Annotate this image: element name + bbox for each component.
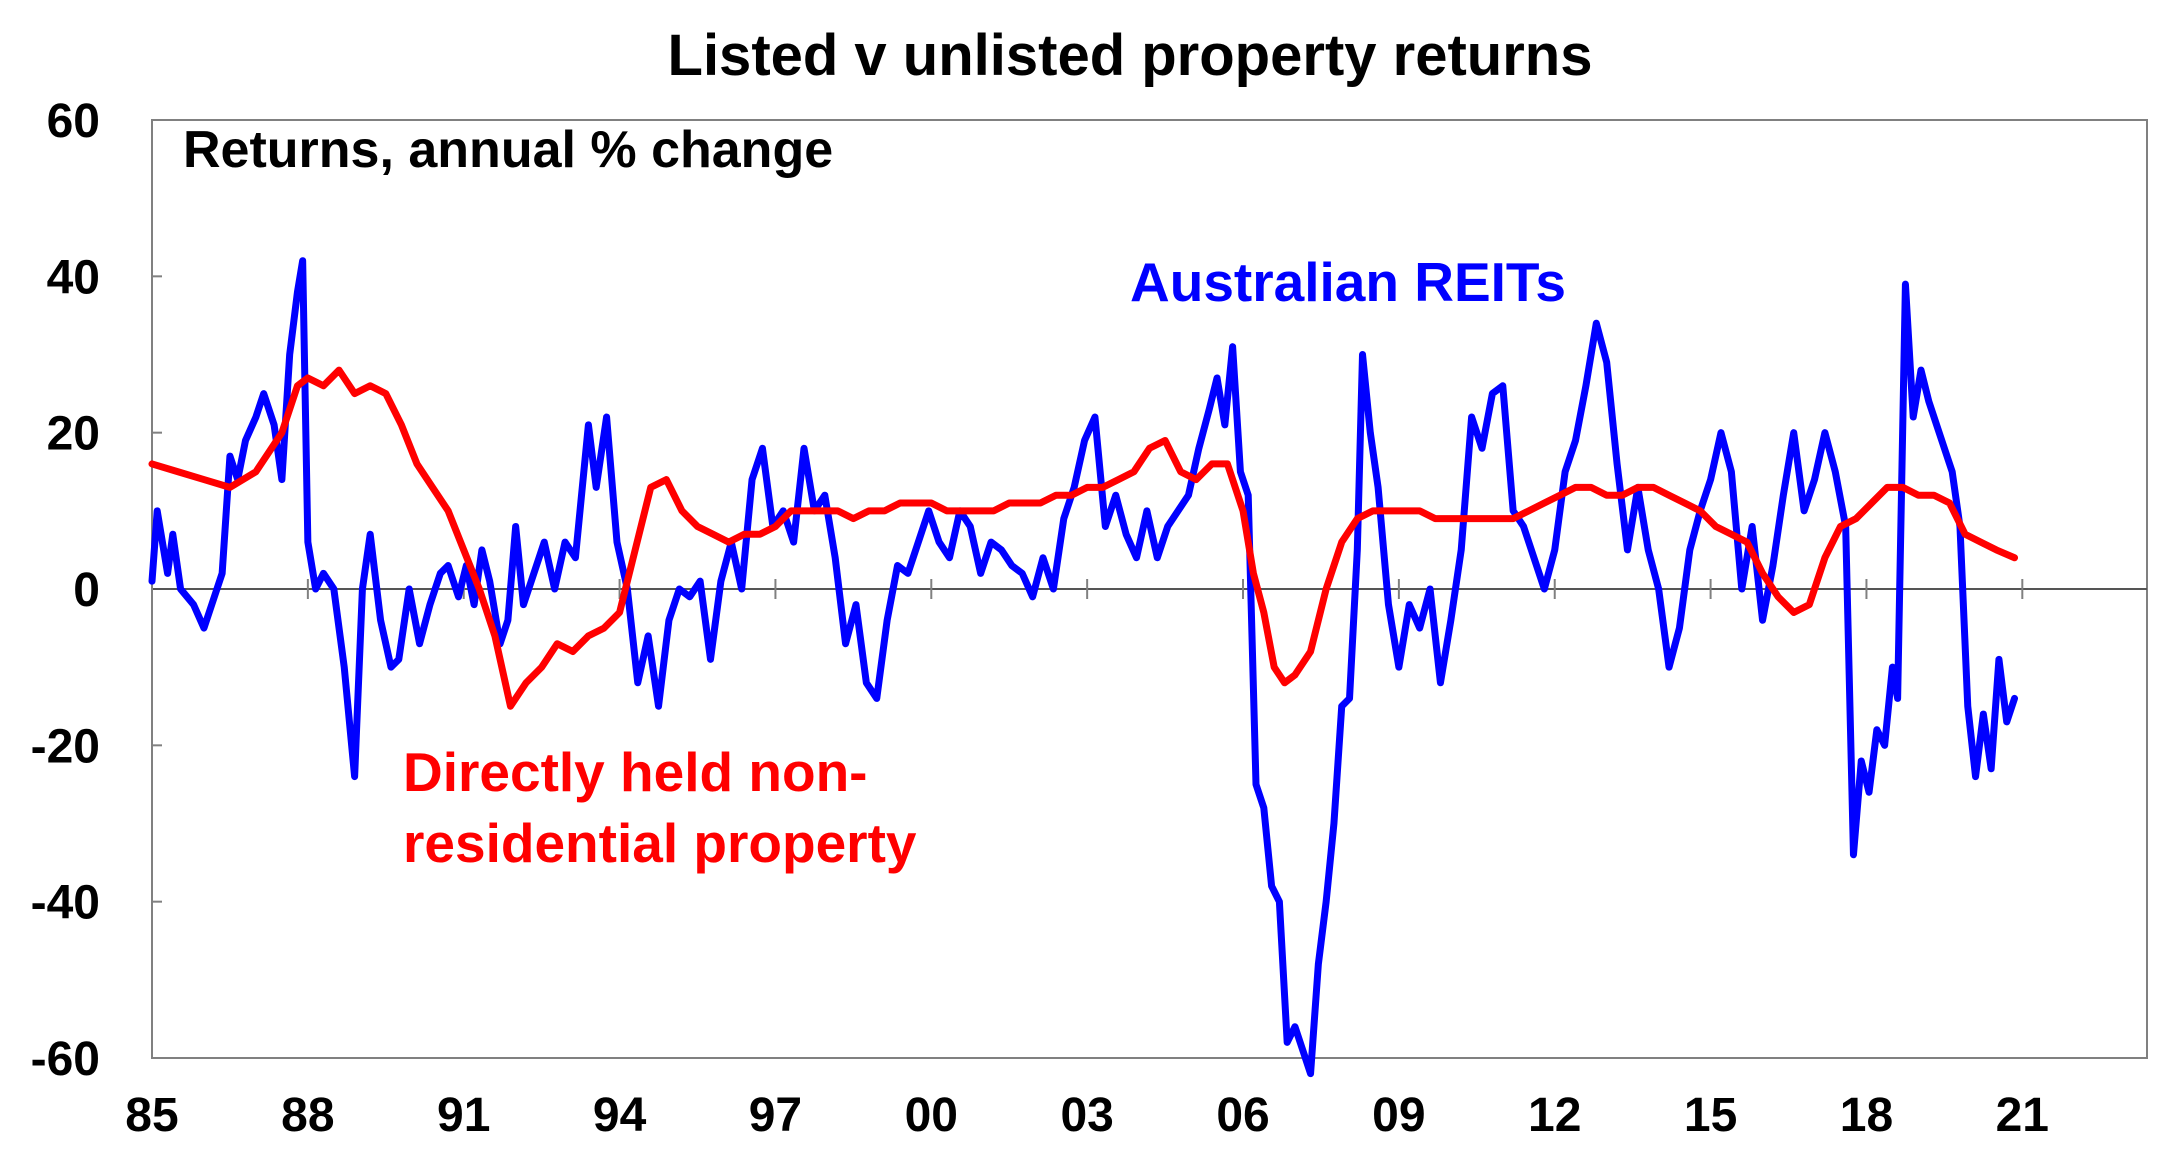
x-tick-label: 15	[1684, 1089, 1737, 1142]
y-tick-label: 40	[47, 251, 100, 304]
y-tick-label: 20	[47, 408, 100, 461]
x-axis: 85 88 91 94 97 00 03 06 09 12 15 18 21	[125, 579, 2049, 1142]
x-tick-label: 88	[281, 1089, 334, 1142]
y-tick-label: -40	[31, 877, 100, 930]
series-label-australian-reits: Australian REITs	[1130, 251, 1566, 313]
y-tick-label: -60	[31, 1033, 100, 1086]
x-tick-label: 91	[437, 1089, 490, 1142]
plot-subtitle: Returns, annual % change	[183, 121, 833, 179]
y-tick-label: -20	[31, 720, 100, 773]
x-tick-label: 94	[593, 1089, 647, 1142]
y-tick-label: 0	[73, 564, 100, 617]
series-line-directly-held-property	[148, 366, 2019, 710]
series-layer	[148, 257, 2019, 1078]
series-label-direct-property-line-2: residential property	[403, 812, 917, 874]
x-tick-label: 03	[1060, 1089, 1113, 1142]
chart-title: Listed v unlisted property returns	[668, 23, 1593, 88]
x-tick-label: 12	[1528, 1089, 1581, 1142]
y-tick-label: 60	[47, 95, 100, 148]
x-tick-label: 18	[1840, 1089, 1893, 1142]
x-tick-label: 00	[905, 1089, 958, 1142]
series-label-direct-property-line-1: Directly held non-	[403, 741, 868, 803]
x-tick-label: 85	[125, 1089, 178, 1142]
x-tick-label: 09	[1372, 1089, 1425, 1142]
y-axis: 60 40 20 0 -20 -40 -60	[31, 95, 2147, 1086]
x-tick-label: 21	[1996, 1089, 2049, 1142]
x-tick-label: 97	[749, 1089, 802, 1142]
series-line-australian-reits	[148, 257, 2019, 1078]
x-tick-label: 06	[1216, 1089, 1269, 1142]
